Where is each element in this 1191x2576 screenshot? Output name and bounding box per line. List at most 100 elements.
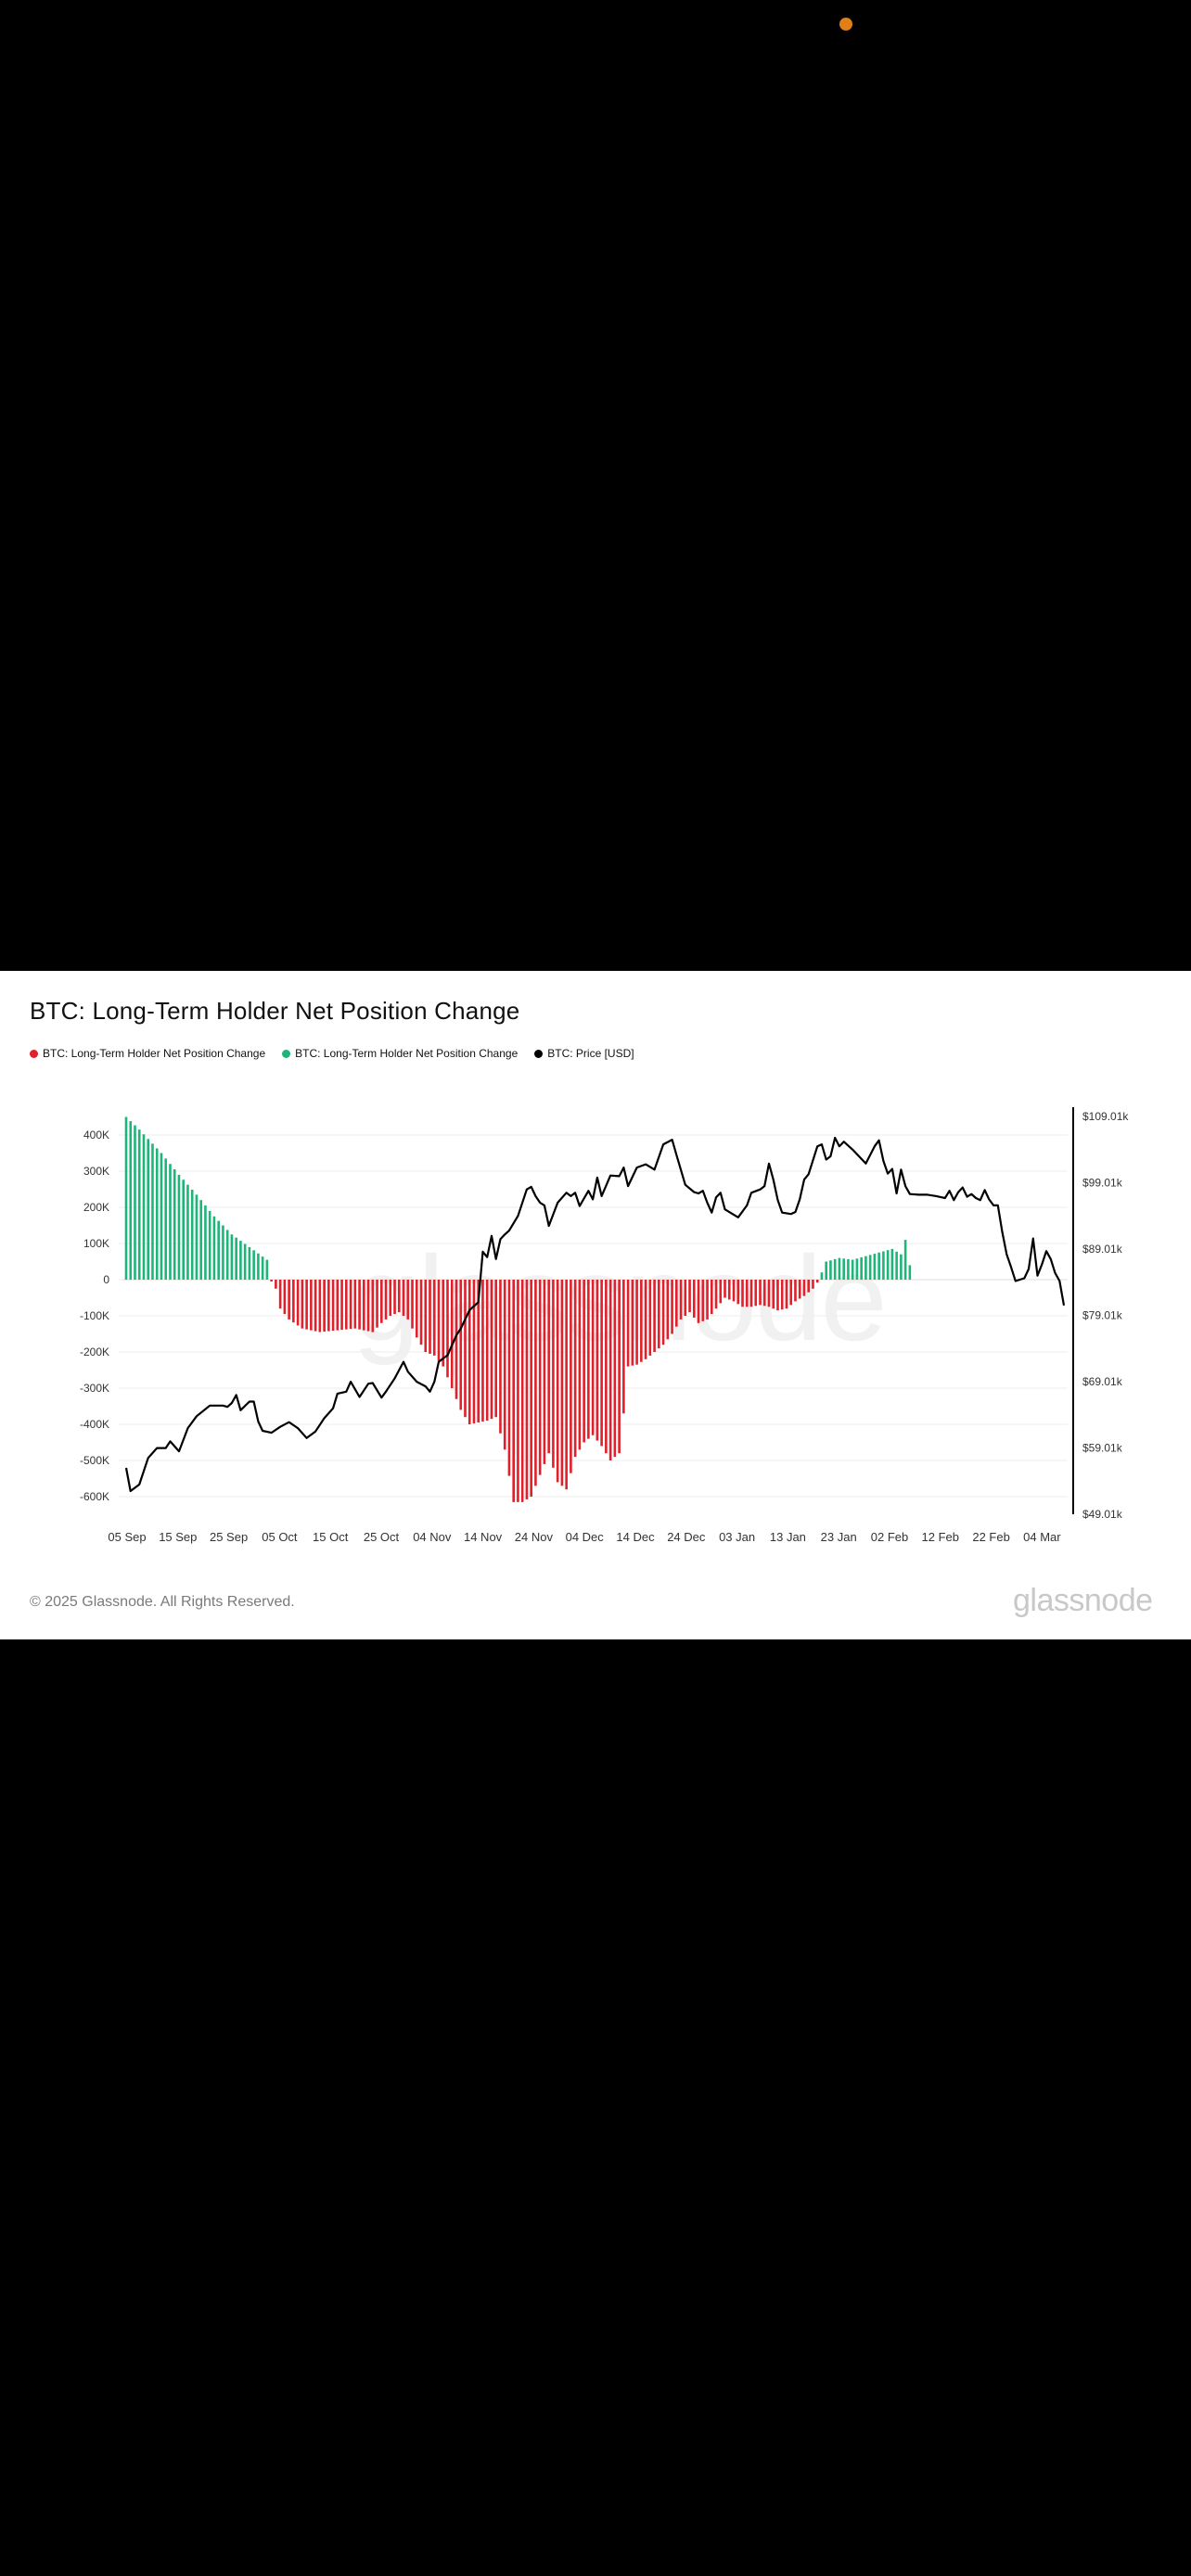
bar-negative <box>517 1280 519 1502</box>
bar-negative <box>613 1280 617 1458</box>
bar-negative <box>706 1280 709 1320</box>
copyright-text: © 2025 Glassnode. All Rights Reserved. <box>30 1594 295 1610</box>
bar-negative <box>301 1280 304 1329</box>
bar-negative <box>587 1280 590 1439</box>
bar-negative <box>560 1280 564 1486</box>
bar-positive <box>877 1252 880 1280</box>
bar-negative <box>658 1280 660 1349</box>
x-tick-label: 05 Oct <box>262 1530 298 1544</box>
bar-positive <box>873 1254 877 1280</box>
bar-positive <box>235 1237 237 1280</box>
bar-negative <box>503 1280 506 1450</box>
bar-negative <box>688 1280 691 1313</box>
legend-item-lth-negative[interactable]: BTC: Long-Term Holder Net Position Chang… <box>30 1047 265 1060</box>
bar-negative <box>684 1280 687 1316</box>
bar-negative <box>490 1280 493 1420</box>
bar-positive <box>908 1265 912 1280</box>
x-tick-label: 14 Nov <box>464 1530 503 1544</box>
bar-positive <box>847 1258 850 1280</box>
bar-negative <box>640 1280 643 1362</box>
bar-negative <box>741 1280 744 1307</box>
bar-positive <box>212 1216 216 1280</box>
bar-negative <box>794 1280 797 1302</box>
legend-item-lth-positive[interactable]: BTC: Long-Term Holder Net Position Chang… <box>282 1047 518 1060</box>
bar-positive <box>257 1253 260 1280</box>
bar-negative <box>429 1280 431 1354</box>
bar-positive <box>855 1258 859 1280</box>
x-tick-label: 23 Jan <box>821 1530 857 1544</box>
y-right-tick-label: $99.01k <box>1082 1177 1123 1190</box>
bar-negative <box>789 1280 793 1306</box>
bar-negative <box>520 1280 524 1502</box>
bar-negative <box>288 1280 290 1320</box>
bar-negative <box>485 1280 489 1422</box>
bar-positive <box>137 1129 141 1280</box>
bar-negative <box>534 1280 537 1486</box>
x-tick-label: 25 Sep <box>210 1530 248 1544</box>
bar-negative <box>762 1280 766 1307</box>
bar-negative <box>450 1280 454 1388</box>
bar-negative <box>340 1280 343 1331</box>
bar-negative <box>618 1280 621 1454</box>
bar-negative <box>635 1280 638 1365</box>
legend-label: BTC: Long-Term Holder Net Position Chang… <box>295 1047 519 1060</box>
bar-negative <box>336 1280 339 1331</box>
bar-negative <box>379 1280 383 1323</box>
bar-positive <box>217 1220 220 1280</box>
bar-negative <box>499 1280 502 1434</box>
bar-negative <box>472 1280 476 1424</box>
bar-negative <box>776 1280 779 1311</box>
bar-negative <box>661 1280 665 1345</box>
bar-positive <box>142 1134 146 1280</box>
bar-positive <box>129 1121 133 1280</box>
price-line-group <box>124 1136 1066 1493</box>
bar-negative <box>384 1280 388 1320</box>
bar-positive <box>833 1258 837 1280</box>
legend-item-price[interactable]: BTC: Price [USD] <box>534 1047 634 1060</box>
bar-positive <box>903 1240 907 1280</box>
bar-negative <box>780 1280 784 1310</box>
y-left-tick-label: -300K <box>80 1382 109 1395</box>
bar-negative <box>296 1280 300 1326</box>
bar-negative <box>331 1280 335 1332</box>
bar-negative <box>608 1280 612 1460</box>
bar-negative <box>714 1280 718 1309</box>
bar-negative <box>363 1280 365 1331</box>
bar-negative <box>270 1280 273 1282</box>
bar-negative <box>600 1280 603 1447</box>
bar-negative <box>314 1280 317 1332</box>
y-left-tick-label: 200K <box>83 1201 109 1214</box>
bar-positive <box>173 1169 176 1280</box>
x-tick-label: 04 Dec <box>566 1530 605 1544</box>
bar-positive <box>261 1256 264 1280</box>
y-left-tick-label: -500K <box>80 1454 109 1467</box>
legend-label: BTC: Long-Term Holder Net Position Chang… <box>43 1047 266 1060</box>
bar-negative <box>283 1280 287 1315</box>
bar-positive <box>252 1250 255 1280</box>
x-tick-label: 25 Oct <box>364 1530 400 1544</box>
bar-positive <box>860 1256 863 1280</box>
bar-positive <box>225 1230 229 1280</box>
bar-positive <box>160 1153 163 1280</box>
chart-plot: 400K 300K 200K 100K 0 -100K -200K -300K -400K -50… <box>80 1107 1129 1544</box>
bar-positive <box>151 1143 154 1280</box>
x-tick-label: 12 Feb <box>922 1530 959 1544</box>
bar-positive <box>208 1210 211 1280</box>
chart-legend: BTC: Long-Term Holder Net Position Chang… <box>30 1047 634 1060</box>
bar-positive <box>169 1164 172 1280</box>
bar-positive <box>186 1184 189 1280</box>
x-tick-label: 15 Oct <box>313 1530 349 1544</box>
glassnode-logo[interactable]: glassnode <box>1013 1583 1153 1618</box>
bar-negative <box>353 1280 357 1329</box>
bar-negative <box>446 1280 449 1378</box>
bar-negative <box>310 1280 313 1331</box>
bar-negative <box>812 1280 814 1289</box>
y-right-tick-label: $89.01k <box>1082 1243 1123 1256</box>
bar-positive <box>900 1254 903 1280</box>
bar-positive <box>842 1258 845 1280</box>
x-tick-label: 22 Feb <box>972 1530 1009 1544</box>
y-left-tick-label: 400K <box>83 1129 109 1141</box>
bar-positive <box>190 1189 194 1280</box>
bar-negative <box>406 1280 410 1320</box>
bar-negative <box>573 1280 577 1458</box>
